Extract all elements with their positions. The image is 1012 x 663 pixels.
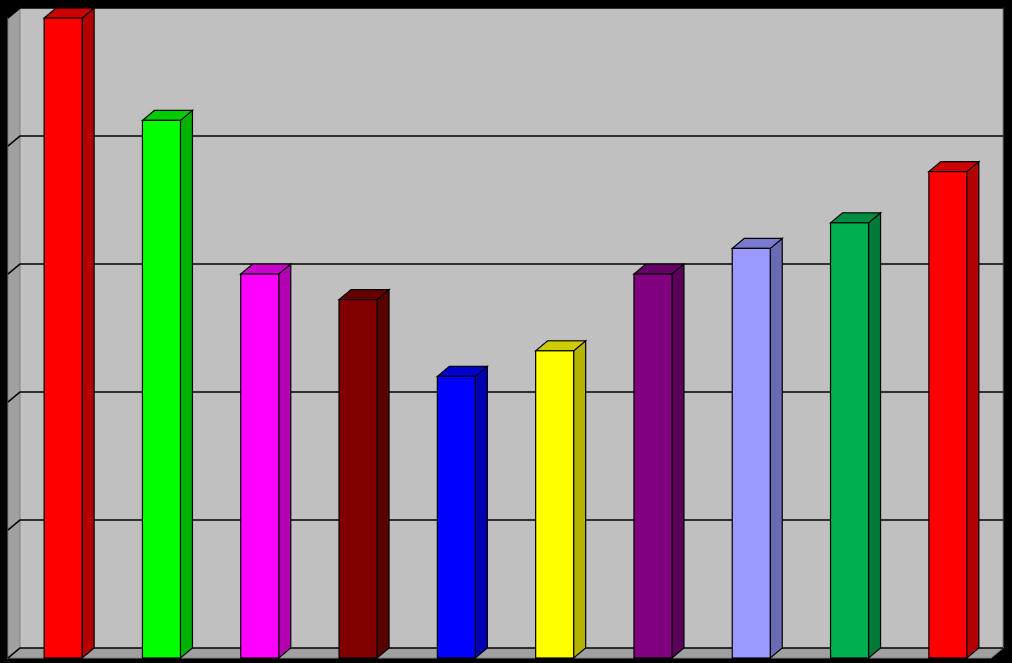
bar-front — [240, 273, 280, 659]
bar-front — [141, 119, 182, 659]
bar-side — [671, 262, 685, 660]
bar — [730, 237, 784, 660]
bar-front — [436, 375, 476, 659]
bar-front — [633, 273, 673, 659]
bar-side — [867, 211, 882, 660]
bar — [435, 365, 490, 660]
bar-front — [731, 247, 771, 659]
bar — [140, 109, 195, 660]
bar — [42, 6, 96, 660]
bar-side — [179, 109, 194, 660]
bar-front — [535, 350, 575, 659]
bar-side — [769, 237, 783, 660]
bar-front — [43, 17, 83, 659]
side-wall — [7, 6, 21, 660]
grid-line — [7, 7, 1003, 19]
grid-line — [7, 135, 1003, 147]
bar-side — [278, 262, 292, 660]
bar-front — [338, 299, 378, 659]
bar-side — [376, 288, 390, 660]
bar-side — [966, 160, 980, 660]
bar-front — [928, 171, 968, 659]
bar-side — [573, 339, 587, 660]
bar — [927, 160, 981, 660]
bar — [533, 339, 588, 660]
bar-front — [829, 222, 870, 659]
bar — [337, 288, 391, 660]
bar — [828, 211, 883, 660]
bar — [239, 262, 293, 660]
bar — [632, 262, 686, 660]
bar-side — [81, 6, 95, 660]
bar-side — [474, 365, 488, 660]
